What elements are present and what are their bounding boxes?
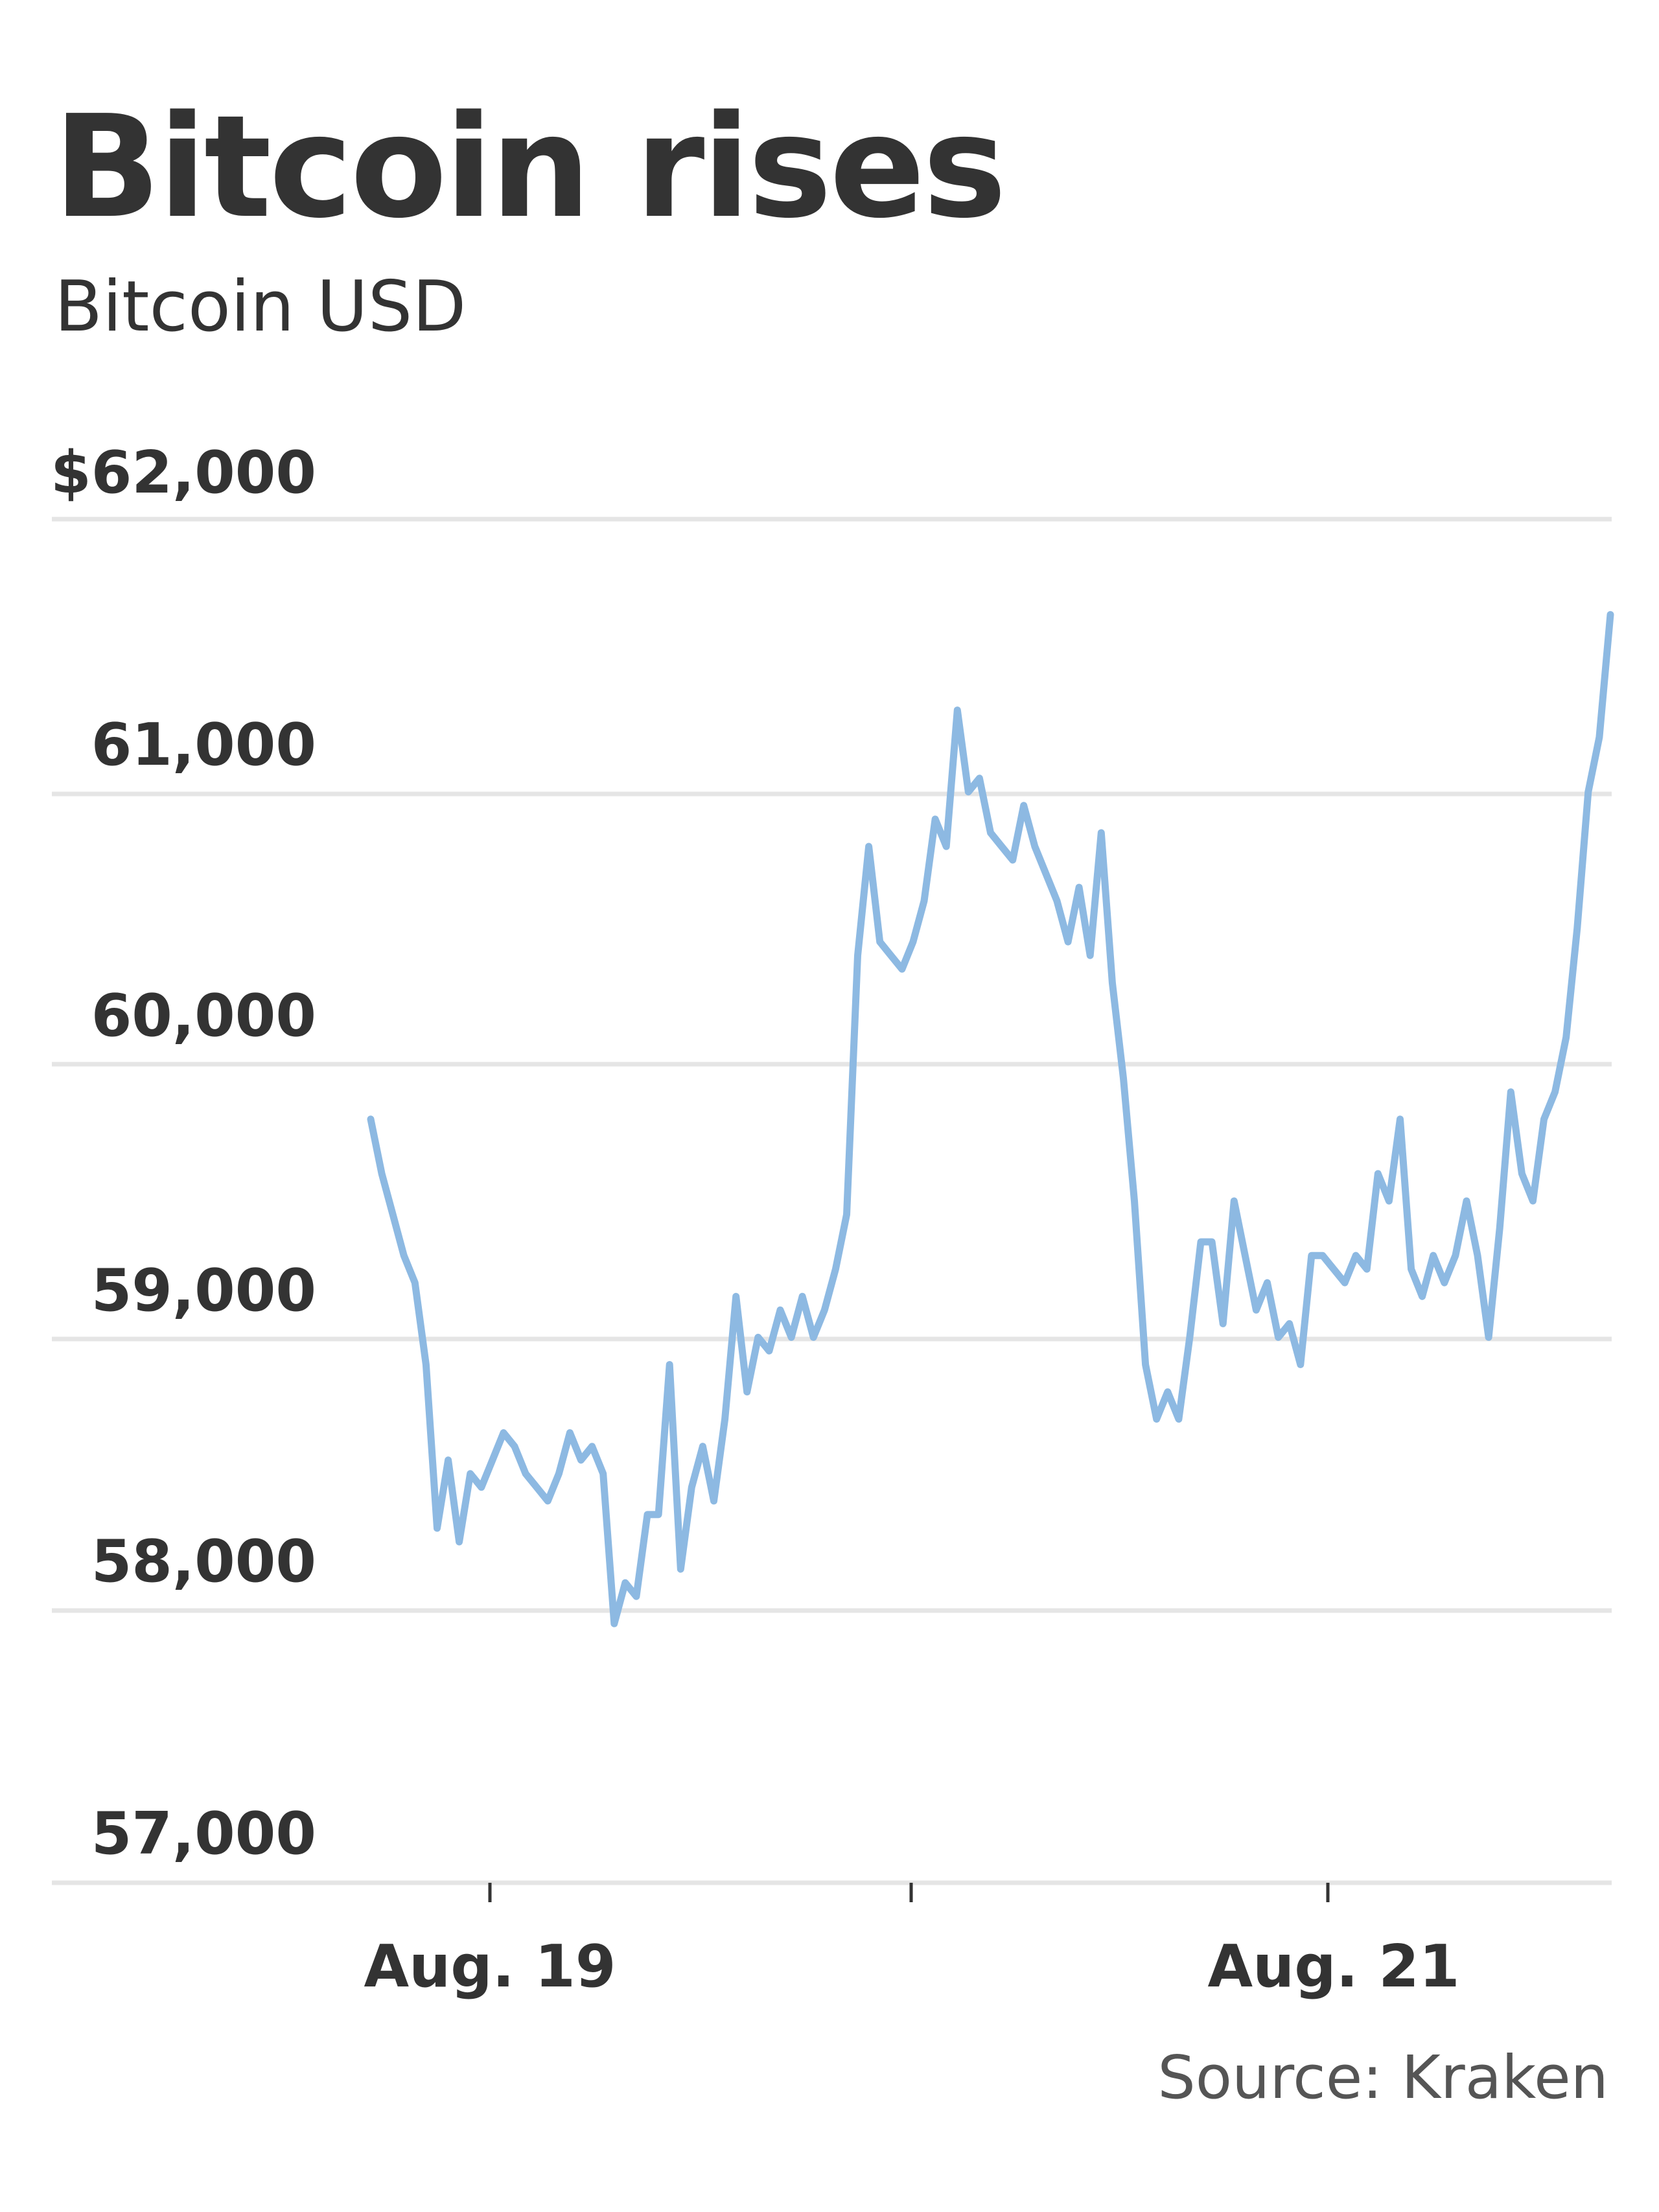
y-tick-label: 57,000 [91,1800,316,1868]
price-line [367,611,1614,1627]
chart-subtitle: Bitcoin USD [54,266,467,347]
y-tick-label: 59,000 [91,1257,316,1325]
source-label: Source: Kraken [1157,2043,1608,2112]
y-tick-label: 58,000 [91,1528,316,1596]
y-tick-label: $62,000 [51,439,316,507]
gridlines [52,517,1612,1885]
x-tick-label: Aug. 19 [364,1933,616,2001]
y-tick-label: 60,000 [91,982,316,1050]
y-tick-label: 61,000 [91,711,316,779]
x-ticks [488,1883,1330,1902]
x-tick-label: Aug. 21 [1208,1933,1460,2001]
chart-title: Bitcoin rises [53,86,1007,250]
